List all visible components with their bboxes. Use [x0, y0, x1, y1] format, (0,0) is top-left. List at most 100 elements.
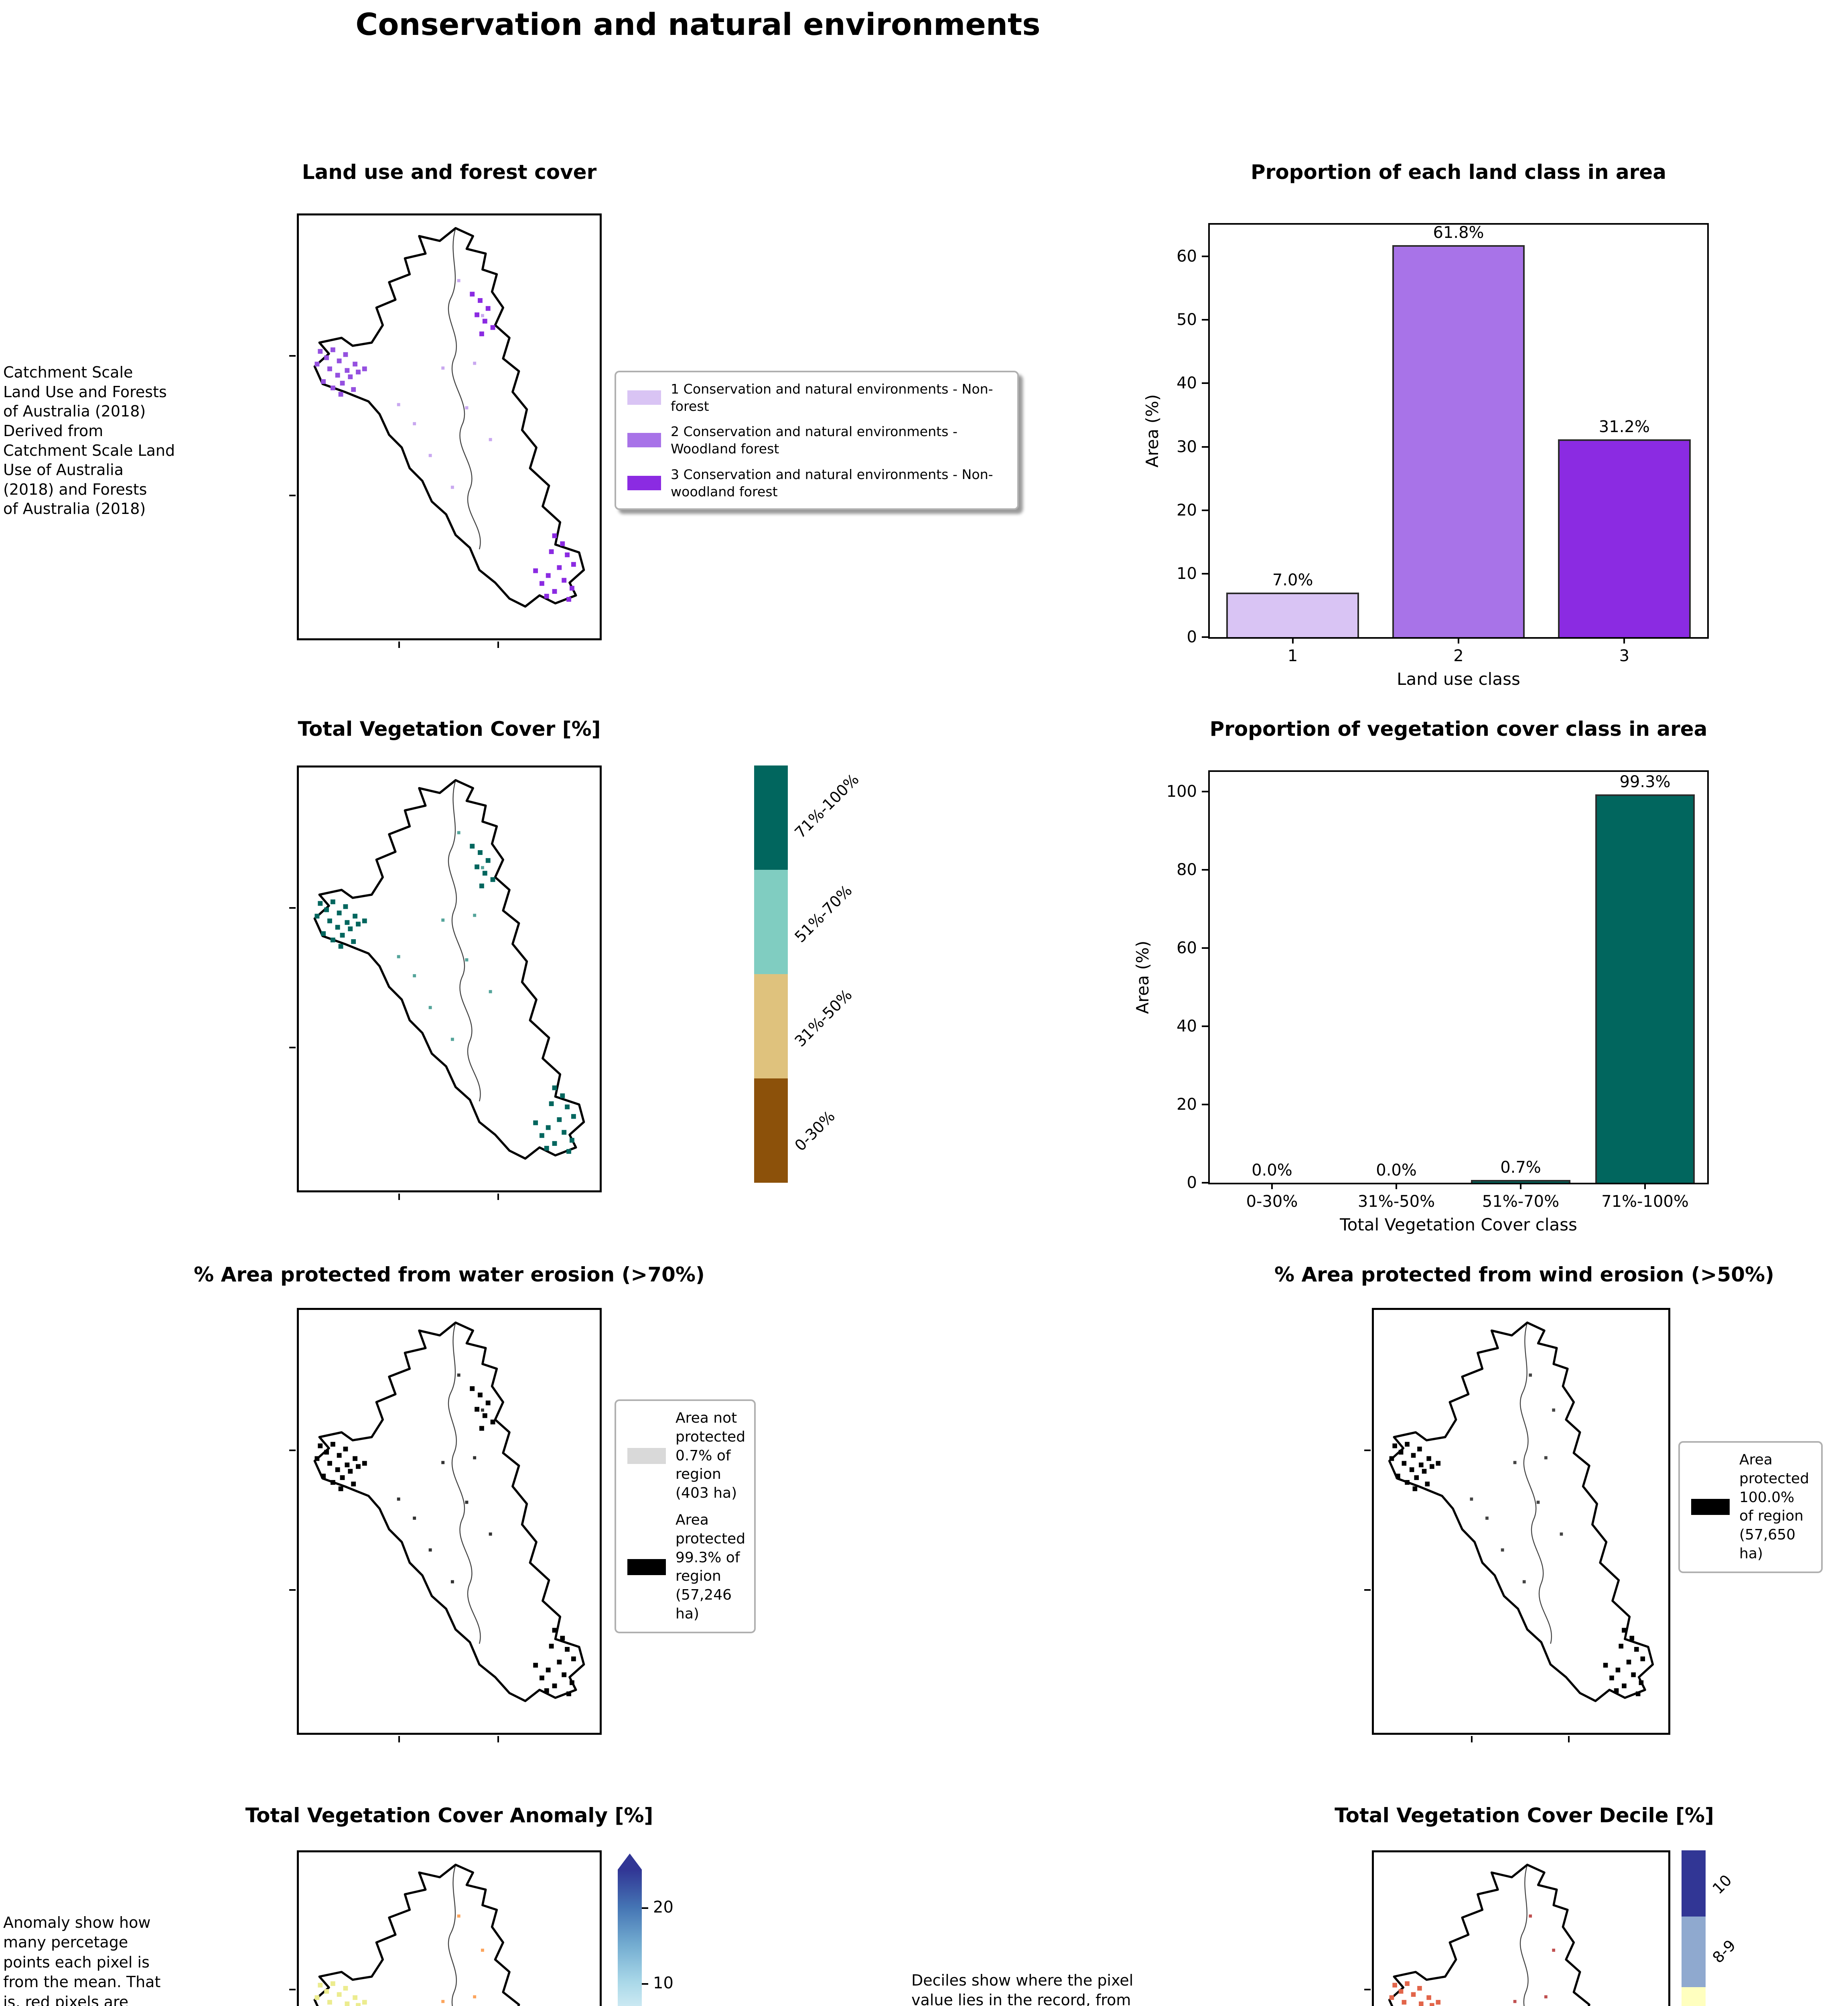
legend-entry: Area protected 100.0% of region (57,650 …: [1691, 1451, 1810, 1563]
bar: [1558, 439, 1691, 637]
catchment-map-svg: [1374, 1852, 1668, 2006]
bar-value-label: 0.7%: [1500, 1158, 1541, 1177]
bar-value-label: 31.2%: [1598, 417, 1650, 436]
colorbar-segment: [1682, 1850, 1706, 1917]
y-tick-mark: [1202, 1025, 1208, 1027]
y-tick-mark: [1202, 1103, 1208, 1105]
y-tick-label: 0: [1187, 1174, 1197, 1192]
veg-cover-map-title: Total Vegetation Cover [%]: [298, 717, 601, 741]
water-erosion-map: [289, 1308, 602, 1742]
land-use-legend: 1 Conservation and natural environments …: [615, 371, 1019, 510]
map-axis-tick: [289, 1589, 296, 1591]
map-axis-tick: [398, 642, 400, 648]
x-tick-label: 71%-100%: [1601, 1192, 1689, 1211]
y-tick-mark: [1202, 1182, 1208, 1184]
land-class-chart-title: Proportion of each land class in area: [1251, 160, 1666, 184]
wind-erosion-title: % Area protected from wind erosion (>50%…: [1274, 1263, 1775, 1286]
legend-swatch: [627, 1448, 666, 1464]
bar: [1471, 1180, 1570, 1183]
x-tick-mark: [1644, 1183, 1646, 1189]
legend-swatch: [627, 1559, 666, 1576]
legend-entry: Area not protected 0.7% of region (403 h…: [627, 1409, 745, 1503]
y-tick-mark: [1202, 509, 1208, 511]
y-tick-mark: [1202, 446, 1208, 448]
decile-map: [1364, 1850, 1670, 2006]
y-tick-mark: [1202, 790, 1208, 792]
bar: [1392, 245, 1525, 637]
bar-value-label: 0.0%: [1252, 1161, 1292, 1180]
y-tick-mark: [1202, 256, 1208, 258]
map-axis-tick: [1364, 1589, 1371, 1591]
map-axis-tick: [289, 1046, 296, 1048]
x-tick-label: 2: [1453, 647, 1464, 665]
legend-entry: 3 Conservation and natural environments …: [627, 466, 1006, 500]
x-tick-label: 0-30%: [1246, 1192, 1298, 1211]
y-tick-label: 50: [1177, 311, 1197, 329]
catchment-map-svg: [1374, 1310, 1668, 1733]
colorbar-label: 51%-70%: [791, 881, 856, 946]
legend-swatch: [1691, 1499, 1730, 1515]
bar: [1226, 593, 1359, 637]
map-axis-tick: [497, 1736, 499, 1742]
colorbar-segment: [1682, 1917, 1706, 1987]
x-tick-mark: [1458, 637, 1459, 644]
colorbar-label: 0-30%: [791, 1107, 839, 1155]
y-tick-mark: [1202, 319, 1208, 321]
legend-entry: 2 Conservation and natural environments …: [627, 423, 1006, 457]
decile-title: Total Vegetation Cover Decile [%]: [1335, 1804, 1714, 1827]
legend-label: Area protected 99.3% of region (57,246 h…: [676, 1511, 746, 1622]
map-axis-tick: [1364, 1988, 1371, 1990]
legend-label: 1 Conservation and natural environments …: [671, 381, 993, 414]
land-class-chart-plot: 0 10 20 30 40 50 60 7.0% 1 61.8% 2 31.2% 3: [1177, 223, 1709, 665]
veg-cover-colorbar: 71%-100% 51%-70% 31%-50% 0-30%: [754, 765, 862, 1183]
anomaly-title: Total Vegetation Cover Anomaly [%]: [245, 1804, 653, 1827]
colorbar-segment: [754, 765, 788, 870]
colorbar-arrow-up: [618, 1854, 642, 1870]
y-tick-label: 40: [1177, 1017, 1197, 1035]
map-axis-tick: [1364, 1449, 1371, 1451]
decile-note: Deciles show where the pixel value lies …: [911, 1971, 1134, 2006]
map-axis-tick: [497, 642, 499, 648]
y-tick-mark: [1202, 636, 1208, 638]
y-tick-label: 60: [1177, 247, 1197, 266]
map-axis-tick: [497, 1194, 499, 1200]
legend-entry: 1 Conservation and natural environments …: [627, 380, 1006, 415]
anomaly-map: [289, 1850, 602, 2006]
bar-value-label: 61.8%: [1433, 223, 1484, 242]
wind-erosion-map: [1364, 1308, 1670, 1742]
bar: [1595, 794, 1695, 1183]
catchment-map-svg: [299, 767, 600, 1190]
colorbar-tick: [642, 1983, 648, 1985]
legend-label: 3 Conservation and natural environments …: [671, 466, 993, 499]
land-class-chart-xlabel: Land use class: [1397, 669, 1520, 689]
x-tick-mark: [1396, 1183, 1397, 1189]
catchment-map-svg: [299, 1310, 600, 1733]
map-axis-tick: [289, 494, 296, 496]
anomaly-note: Anomaly show how many percetage points e…: [3, 1914, 161, 2006]
colorbar-segment: [754, 870, 788, 974]
x-tick-label: 31%-50%: [1357, 1192, 1435, 1211]
y-tick-label: 30: [1177, 437, 1197, 456]
y-tick-mark: [1202, 869, 1208, 871]
anomaly-colorbar: 20 10 0 −10 −20: [618, 1854, 673, 2006]
map-axis-tick: [1471, 1736, 1473, 1742]
colorbar-label: 10: [1709, 1871, 1735, 1898]
x-tick-mark: [1520, 1183, 1521, 1189]
veg-cover-map: [289, 765, 602, 1200]
x-tick-label: 1: [1287, 647, 1298, 665]
bar-value-label: 99.3%: [1619, 772, 1671, 791]
cover-class-chart-title: Proportion of vegetation cover class in …: [1209, 717, 1708, 741]
catchment-map-svg: [299, 1852, 600, 2006]
legend-swatch: [627, 475, 661, 490]
legend-entry: Area protected 99.3% of region (57,246 h…: [627, 1511, 746, 1624]
y-tick-mark: [1202, 382, 1208, 384]
colorbar-gradient: [618, 1870, 642, 2006]
bar-value-label: 7.0%: [1272, 571, 1313, 590]
colorbar-label: 71%-100%: [791, 770, 862, 842]
map-axis-tick: [289, 907, 296, 909]
legend-label: 2 Conservation and natural environments …: [671, 424, 957, 457]
wind-erosion-legend: Area protected 100.0% of region (57,650 …: [1678, 1441, 1823, 1573]
cover-class-chart-ylabel: Area (%): [1133, 940, 1152, 1014]
x-tick-mark: [1623, 637, 1625, 644]
